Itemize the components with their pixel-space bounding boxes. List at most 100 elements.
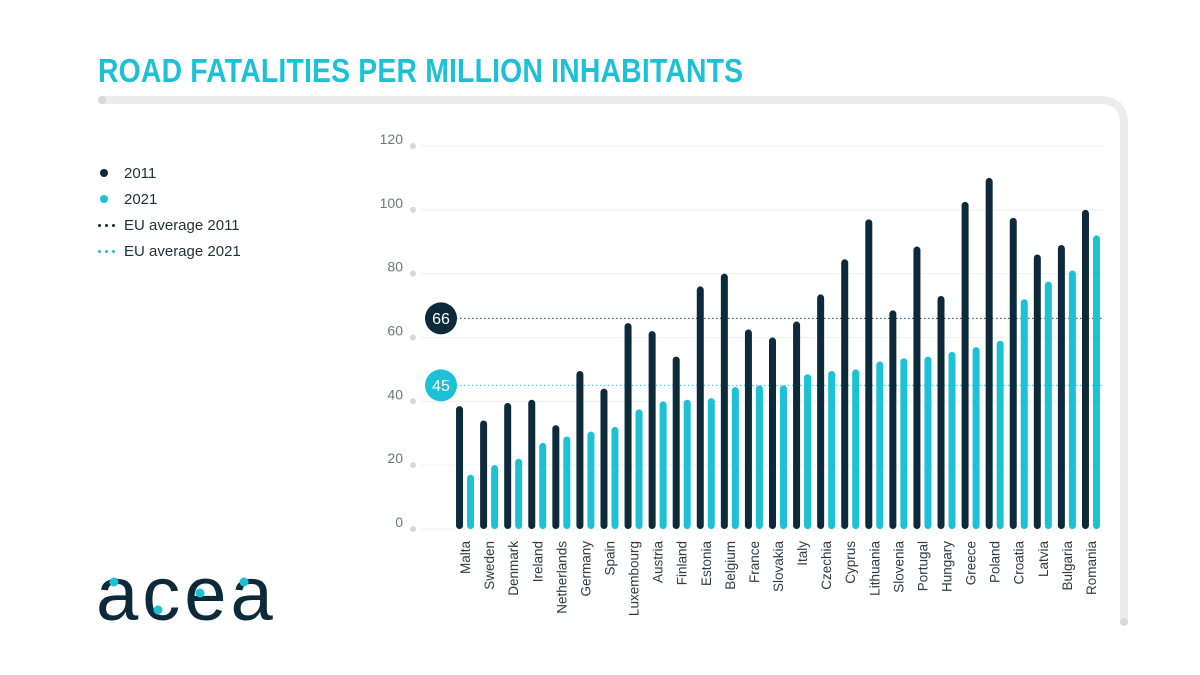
- frame-cap-bottom: [1120, 618, 1128, 626]
- bar-2011: [720, 273, 728, 530]
- chart-title: ROAD FATALITIES PER MILLION INHABITANTS: [98, 52, 744, 89]
- y-tick-dot: [410, 143, 416, 149]
- x-tick-label: Croatia: [1012, 541, 1027, 585]
- bar-2011: [769, 337, 776, 530]
- bar-2011: [1009, 217, 1017, 530]
- legend-item: 2011: [98, 160, 241, 186]
- bar-2021: [804, 374, 812, 530]
- bar-2021: [587, 431, 595, 530]
- bar-2021: [852, 369, 860, 530]
- x-tick-label: Sweden: [482, 541, 497, 590]
- bar-2021: [900, 358, 908, 530]
- legend: 2011 2021 EU average 2011 EU average 2021: [98, 160, 241, 264]
- logo-dot: [195, 588, 205, 598]
- x-tick-label: Slovenia: [891, 541, 906, 593]
- bar-2021: [467, 474, 475, 530]
- y-tick-label: 80: [387, 259, 403, 275]
- bar-2011: [913, 246, 921, 530]
- bar-2011: [1033, 254, 1041, 530]
- bar-2021: [972, 347, 980, 530]
- acea-logo: acea: [96, 560, 276, 632]
- bar-2021: [1092, 235, 1100, 530]
- bar-2021: [1068, 270, 1076, 530]
- bar-2021: [659, 401, 667, 530]
- bar-2021: [515, 458, 523, 530]
- x-tick-label: Finland: [675, 541, 690, 585]
- bar-2011: [528, 399, 536, 530]
- bar-2021: [876, 361, 884, 530]
- bar-2011: [648, 331, 656, 530]
- x-tick-label: Czechia: [819, 541, 834, 590]
- logo-text: acea: [96, 560, 276, 632]
- bar-2011: [696, 286, 704, 530]
- legend-dot-icon: [98, 166, 124, 180]
- bar-2021: [828, 371, 836, 530]
- x-tick-label: Latvia: [1036, 541, 1051, 578]
- x-tick-label: Malta: [458, 541, 473, 575]
- bar-2021: [755, 385, 763, 530]
- legend-dot-icon: [98, 192, 124, 206]
- bar-2011: [841, 259, 849, 530]
- bar-2011: [985, 177, 993, 530]
- bar-2011: [624, 323, 632, 530]
- eu-average-badge: [425, 369, 457, 402]
- x-tick-label: France: [747, 541, 762, 583]
- y-tick-dot: [410, 206, 416, 213]
- y-tick-label: 120: [380, 131, 404, 147]
- bar-2021: [1020, 299, 1028, 530]
- bar-2011: [552, 425, 560, 530]
- legend-item: EU average 2011: [98, 212, 241, 238]
- x-tick-label: Netherlands: [554, 541, 569, 614]
- legend-label: 2011: [124, 164, 157, 182]
- bar-2021: [1044, 281, 1052, 530]
- bar-2021: [948, 351, 956, 530]
- bar-2011: [504, 402, 512, 530]
- bar-2011: [937, 296, 945, 530]
- logo-dot: [153, 605, 163, 615]
- bar-2011: [865, 219, 873, 530]
- bar-2011: [600, 388, 608, 530]
- x-tick-label: Portugal: [915, 541, 930, 591]
- x-tick-label: Poland: [988, 541, 1003, 583]
- x-tick-label: Estonia: [699, 541, 714, 587]
- y-tick-dot: [410, 462, 416, 469]
- frame-cap-left: [98, 96, 106, 104]
- x-tick-label: Ireland: [530, 541, 545, 582]
- x-tick-label: Belgium: [723, 541, 738, 590]
- bar-2011: [1057, 244, 1065, 530]
- y-tick-label: 40: [387, 386, 403, 402]
- x-tick-label: Cyprus: [843, 541, 858, 584]
- y-tick-dot: [410, 270, 416, 277]
- y-tick-dot: [410, 526, 416, 532]
- x-tick-label: Italy: [795, 541, 810, 566]
- x-tick-label: Denmark: [506, 541, 521, 596]
- legend-item: EU average 2021: [98, 238, 241, 264]
- x-tick-label: Slovakia: [771, 541, 786, 593]
- bar-2011: [961, 201, 969, 530]
- y-tick-label: 100: [380, 195, 404, 211]
- bar-2021: [996, 340, 1004, 530]
- bar-2011: [744, 329, 752, 530]
- x-tick-label: Greece: [964, 541, 979, 585]
- bar-2021: [707, 398, 715, 530]
- bar-2021: [780, 385, 787, 530]
- x-tick-label: Spain: [602, 541, 617, 576]
- frame-border: [98, 96, 1128, 626]
- eu-average-badge: [425, 302, 457, 335]
- legend-label: EU average 2011: [124, 216, 240, 234]
- x-tick-label: Romania: [1084, 541, 1099, 596]
- bar-2011: [889, 310, 897, 530]
- bar-2011: [456, 406, 464, 530]
- y-tick-dot: [410, 334, 416, 341]
- legend-dotted-line-icon: [98, 218, 124, 232]
- legend-label: EU average 2021: [124, 242, 241, 260]
- x-tick-label: Hungary: [940, 541, 955, 592]
- bar-2011: [480, 420, 488, 530]
- eu-average-label: 45: [432, 378, 450, 395]
- bar-2011: [793, 321, 801, 530]
- bar-2021: [539, 442, 547, 530]
- x-tick-label: Austria: [651, 541, 666, 584]
- bar-2021: [683, 399, 691, 530]
- x-tick-label: Germany: [578, 541, 593, 597]
- x-tick-label: Luxembourg: [627, 541, 642, 616]
